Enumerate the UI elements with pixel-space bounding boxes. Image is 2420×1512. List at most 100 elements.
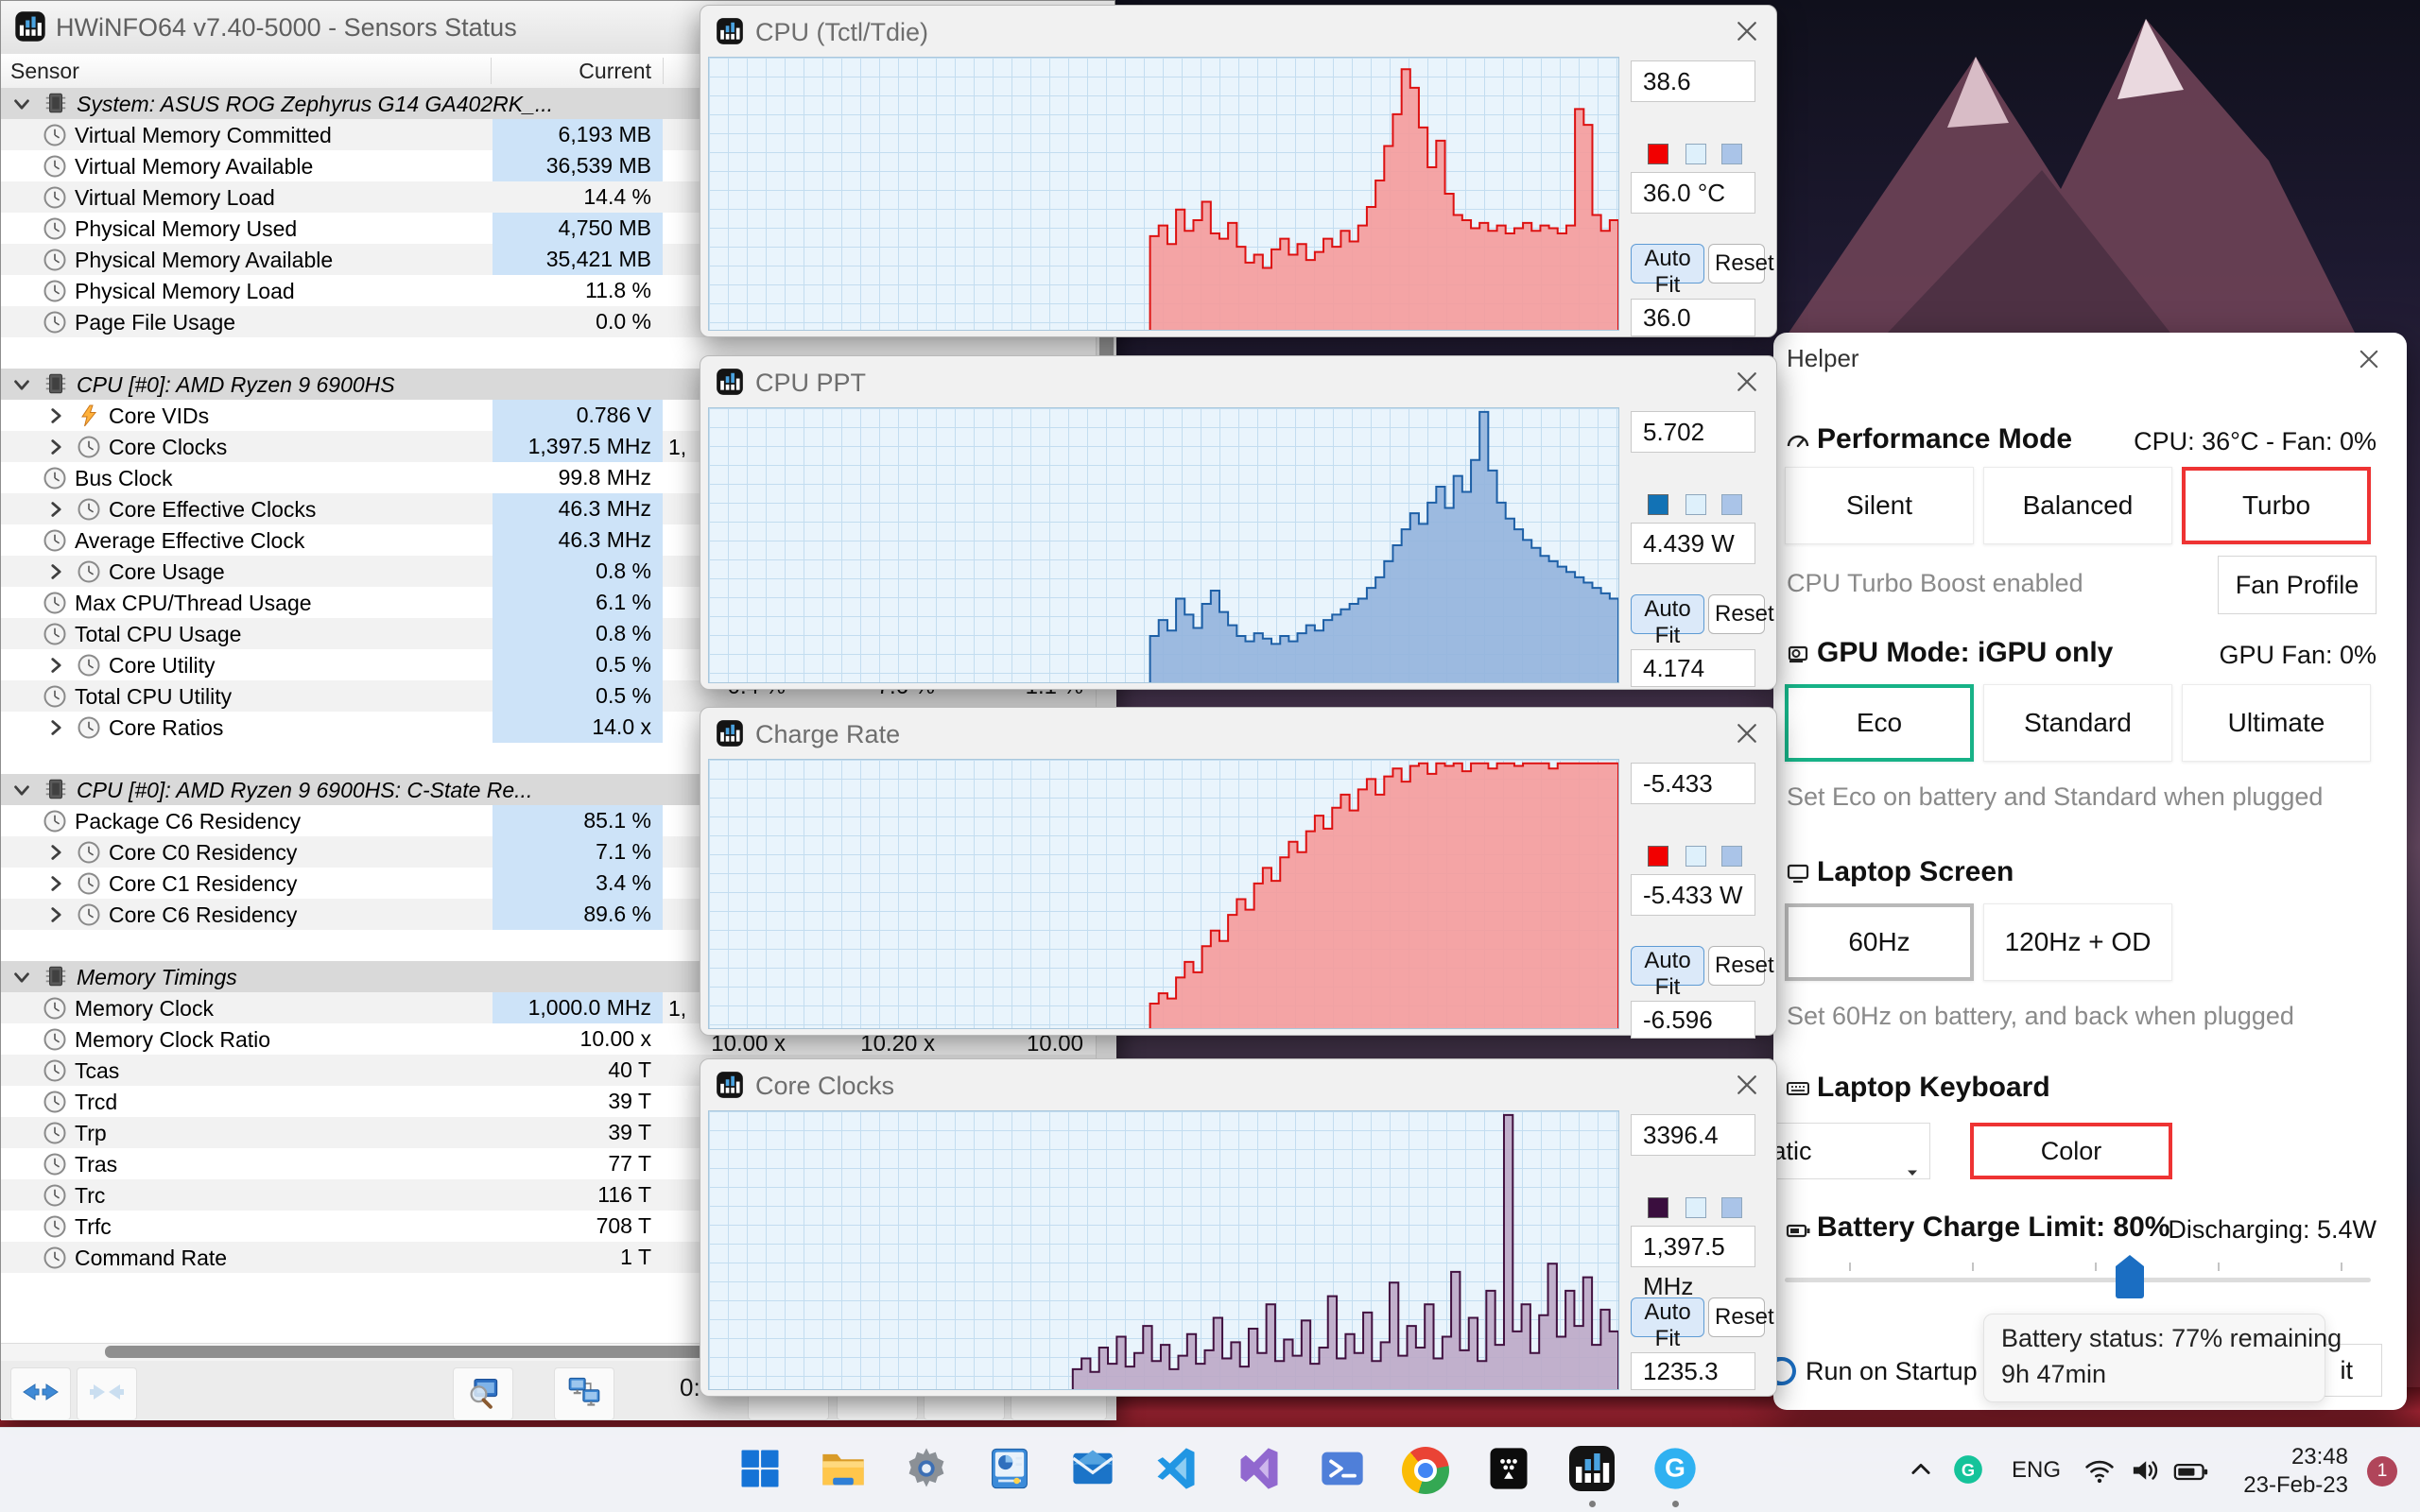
reset-button[interactable]: Reset <box>1708 946 1774 986</box>
refresh-120hz-button[interactable]: 120Hz + OD <box>1983 903 2172 981</box>
keyboard-color-button[interactable]: Color <box>1970 1123 2172 1179</box>
expander-icon[interactable] <box>10 280 33 302</box>
expander-icon[interactable] <box>44 872 67 895</box>
expander-icon[interactable] <box>10 93 33 115</box>
expander-icon[interactable] <box>10 1153 33 1176</box>
expander-icon[interactable] <box>10 1278 33 1300</box>
screen-capture-button[interactable] <box>453 1367 513 1420</box>
expander-icon[interactable] <box>44 903 67 926</box>
expander-icon[interactable] <box>10 1059 33 1082</box>
taskbar-app-button[interactable] <box>1146 1440 1206 1501</box>
collapse-columns-button[interactable] <box>77 1367 137 1420</box>
expander-icon[interactable] <box>10 529 33 552</box>
expander-icon[interactable] <box>44 716 67 739</box>
taskbar-app-button[interactable] <box>1312 1440 1373 1501</box>
reset-button[interactable]: Reset <box>1708 594 1774 634</box>
battery-limit-slider-handle[interactable] <box>2116 1255 2144 1298</box>
balanced-mode-button[interactable]: Balanced <box>1983 467 2172 544</box>
series-color-swatch[interactable] <box>1648 846 1668 867</box>
close-icon[interactable] <box>1733 719 1761 747</box>
expand-columns-button[interactable] <box>10 1367 71 1420</box>
eco-gpu-button[interactable]: Eco <box>1785 684 1974 762</box>
taskbar-app-button[interactable]: G <box>1645 1440 1705 1507</box>
expander-icon[interactable] <box>10 1215 33 1238</box>
expander-icon[interactable] <box>10 1028 33 1051</box>
grid-color-swatch[interactable] <box>1721 144 1742 164</box>
remote-monitoring-button[interactable] <box>554 1367 614 1420</box>
auto-fit-button[interactable]: Auto Fit <box>1631 594 1704 648</box>
expander-icon[interactable] <box>10 342 33 365</box>
expander-icon[interactable] <box>10 935 33 957</box>
background-color-swatch[interactable] <box>1685 144 1706 164</box>
grammarly-tray-icon[interactable]: G <box>1953 1454 1983 1485</box>
close-icon[interactable] <box>2356 346 2382 372</box>
taskbar-app-button[interactable] <box>813 1440 873 1501</box>
graph-titlebar[interactable]: Charge Rate <box>700 708 1776 759</box>
turbo-mode-button[interactable]: Turbo <box>2182 467 2371 544</box>
expander-icon[interactable] <box>10 1122 33 1144</box>
expander-icon[interactable] <box>10 966 33 988</box>
expander-icon[interactable] <box>10 186 33 209</box>
expander-icon[interactable] <box>10 997 33 1020</box>
ultimate-gpu-button[interactable]: Ultimate <box>2182 684 2371 762</box>
expander-icon[interactable] <box>44 841 67 864</box>
tray-chevron-up-icon[interactable] <box>1908 1456 1934 1483</box>
column-sensor[interactable]: Sensor <box>10 59 79 83</box>
expander-icon[interactable] <box>10 592 33 614</box>
expander-icon[interactable] <box>44 560 67 583</box>
expander-icon[interactable] <box>44 654 67 677</box>
notification-badge[interactable]: 1 <box>2367 1456 2397 1486</box>
auto-fit-button[interactable]: Auto Fit <box>1631 244 1704 298</box>
fan-profile-button[interactable]: Fan Profile <box>2218 556 2377 614</box>
expander-icon[interactable] <box>10 747 33 770</box>
taskbar-app-button[interactable] <box>1562 1440 1622 1507</box>
expander-icon[interactable] <box>10 249 33 271</box>
expander-icon[interactable] <box>10 623 33 645</box>
taskbar-app-button[interactable] <box>730 1440 790 1501</box>
auto-fit-button[interactable]: Auto Fit <box>1631 946 1704 1000</box>
volume-icon[interactable] <box>2129 1454 2161 1486</box>
expander-icon[interactable] <box>10 1184 33 1207</box>
language-indicator[interactable]: ENG <box>2012 1457 2062 1483</box>
graph-titlebar[interactable]: CPU PPT <box>700 356 1776 407</box>
expander-icon[interactable] <box>10 311 33 334</box>
expander-icon[interactable] <box>10 124 33 146</box>
expander-icon[interactable] <box>44 404 67 427</box>
expander-icon[interactable] <box>10 810 33 833</box>
taskbar-app-button[interactable] <box>896 1440 957 1501</box>
background-color-swatch[interactable] <box>1685 494 1706 515</box>
expander-icon[interactable] <box>10 779 33 801</box>
expander-icon[interactable] <box>10 1091 33 1113</box>
expander-icon[interactable] <box>44 436 67 458</box>
silent-mode-button[interactable]: Silent <box>1785 467 1974 544</box>
close-icon[interactable] <box>1733 368 1761 396</box>
series-color-swatch[interactable] <box>1648 1197 1668 1218</box>
wifi-icon[interactable] <box>2083 1454 2116 1486</box>
grid-color-swatch[interactable] <box>1721 494 1742 515</box>
battery-tray-icon[interactable] <box>2172 1456 2210 1486</box>
keyboard-mode-dropdown[interactable]: tatic <box>1751 1123 1930 1179</box>
grid-color-swatch[interactable] <box>1721 1197 1742 1218</box>
reset-button[interactable]: Reset <box>1708 1297 1774 1337</box>
expander-icon[interactable] <box>10 1246 33 1269</box>
graph-titlebar[interactable]: Core Clocks <box>700 1059 1776 1110</box>
reset-button[interactable]: Reset <box>1708 244 1774 284</box>
refresh-60hz-button[interactable]: 60Hz <box>1785 903 1974 981</box>
expander-icon[interactable] <box>10 155 33 178</box>
graph-titlebar[interactable]: CPU (Tctl/Tdie) <box>700 6 1776 57</box>
expander-icon[interactable] <box>10 217 33 240</box>
taskbar-app-button[interactable] <box>1063 1440 1123 1501</box>
taskbar-app-button[interactable] <box>979 1440 1040 1501</box>
battery-limit-slider-track[interactable] <box>1785 1278 2371 1282</box>
standard-gpu-button[interactable]: Standard <box>1983 684 2172 762</box>
taskbar-app-button[interactable] <box>1478 1440 1539 1501</box>
auto-fit-button[interactable]: Auto Fit <box>1631 1297 1704 1351</box>
expander-icon[interactable] <box>10 467 33 490</box>
close-icon[interactable] <box>1733 17 1761 45</box>
taskbar-app-button[interactable] <box>1395 1440 1456 1501</box>
column-current[interactable]: Current <box>579 59 651 83</box>
background-color-swatch[interactable] <box>1685 846 1706 867</box>
close-icon[interactable] <box>1733 1071 1761 1099</box>
expander-icon[interactable] <box>44 498 67 521</box>
expander-icon[interactable] <box>10 685 33 708</box>
